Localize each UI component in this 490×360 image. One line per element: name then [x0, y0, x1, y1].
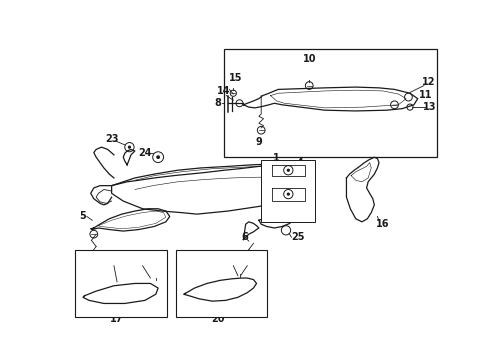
Bar	[261, 160, 316, 222]
Text: 16: 16	[376, 219, 390, 229]
Bar	[176, 249, 268, 317]
Text: 3: 3	[302, 163, 309, 173]
Bar	[224, 49, 437, 157]
Text: 24: 24	[138, 148, 152, 158]
Text: 25: 25	[291, 232, 304, 242]
Text: 19: 19	[105, 258, 119, 267]
Text: 5: 5	[79, 211, 86, 221]
Text: 21: 21	[225, 258, 239, 267]
Text: 12: 12	[422, 77, 435, 87]
Text: 7: 7	[79, 277, 86, 287]
Bar	[75, 249, 167, 317]
Text: 14: 14	[217, 86, 231, 96]
Text: 13: 13	[422, 102, 436, 112]
Text: 2: 2	[266, 165, 272, 175]
Circle shape	[287, 193, 290, 196]
Text: 23: 23	[105, 134, 119, 144]
Text: 22: 22	[239, 258, 252, 267]
Text: 18: 18	[133, 258, 147, 269]
Text: 8: 8	[214, 98, 221, 108]
Circle shape	[128, 145, 131, 149]
Circle shape	[156, 155, 160, 159]
Text: 15: 15	[229, 73, 243, 83]
Circle shape	[287, 168, 290, 172]
Text: 6: 6	[242, 232, 248, 242]
Text: 4: 4	[296, 158, 303, 167]
Text: 10: 10	[302, 54, 316, 64]
Text: 11: 11	[419, 90, 432, 100]
Text: 9: 9	[255, 137, 262, 147]
Text: 1: 1	[273, 153, 280, 163]
Text: 20: 20	[211, 314, 224, 324]
Text: 7: 7	[257, 286, 264, 296]
Text: 17: 17	[110, 314, 124, 324]
